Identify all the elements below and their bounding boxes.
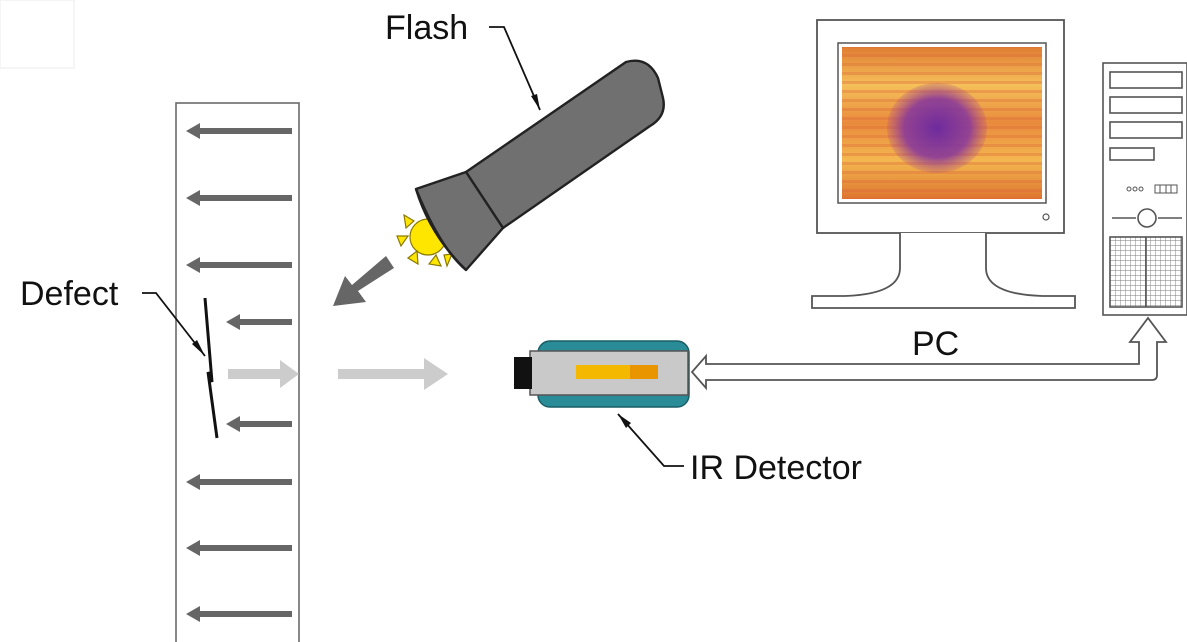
flashlight-icon <box>396 59 665 272</box>
heat-arrow <box>186 257 292 273</box>
heat-arrow <box>186 474 292 490</box>
ir-detector-leader <box>617 413 684 467</box>
heat-arrow <box>186 123 292 139</box>
defect-label: Defect <box>20 275 119 313</box>
thermal-image <box>842 47 1042 199</box>
flash-leader <box>489 26 541 111</box>
reflected-arrow-outer <box>338 358 448 390</box>
monitor-icon <box>811 19 1076 309</box>
leader-lines <box>142 26 684 467</box>
defect-crack <box>203 297 219 439</box>
heat-arrow <box>226 314 292 330</box>
heat-pulse-arrow <box>333 256 394 306</box>
computer-tower-icon <box>1102 62 1187 316</box>
thermal-radiation-arrows <box>228 358 448 390</box>
pc-label: PC <box>912 325 959 363</box>
defect-leader-tip <box>192 340 205 356</box>
flash-label: Flash <box>385 9 468 47</box>
reflected-arrow-inner <box>228 360 299 388</box>
ir-detector-leader-tip <box>618 414 631 428</box>
infrared-camera-icon <box>514 340 690 408</box>
ir-detector-label: IR Detector <box>690 449 862 487</box>
heat-arrow <box>226 416 292 432</box>
flash-leader-tip <box>531 94 540 110</box>
heat-arrow <box>186 540 292 556</box>
heat-arrow <box>186 190 292 206</box>
heat-arrow <box>186 606 292 622</box>
signal-arrow <box>690 316 1168 391</box>
defect-leader <box>142 292 206 357</box>
heat-flow-arrows <box>186 123 292 622</box>
corner-frame <box>0 0 75 69</box>
